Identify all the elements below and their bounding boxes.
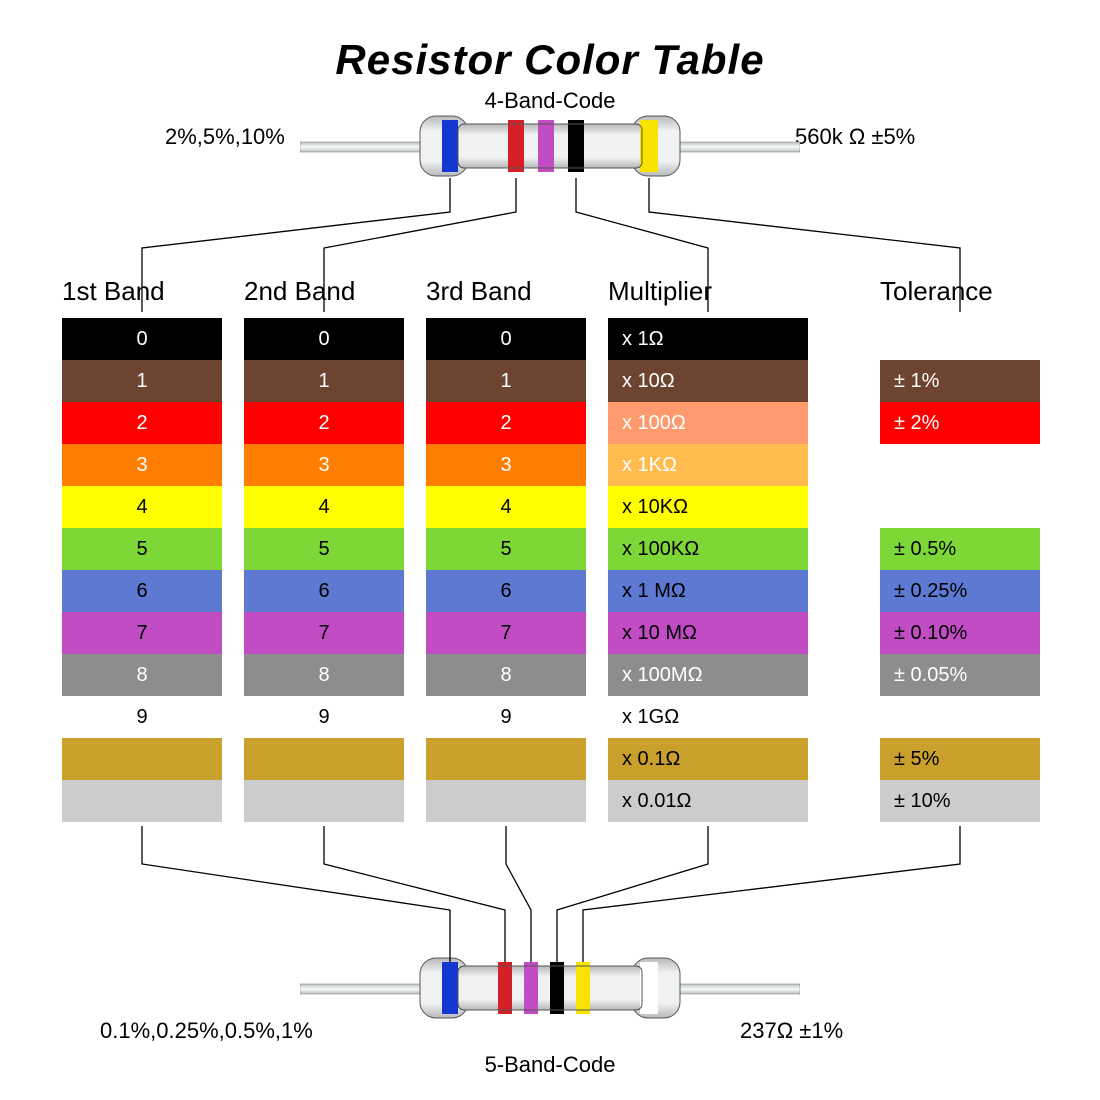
color-cell: x 100Ω [608, 402, 808, 444]
color-cell: x 1 MΩ [608, 570, 808, 612]
color-cell: 1 [62, 360, 222, 402]
color-cell: 8 [244, 654, 404, 696]
bottom-left-tolerances: 0.1%,0.25%,0.5%,1% [100, 1018, 313, 1044]
color-cell: 2 [244, 402, 404, 444]
color-cell: 3 [426, 444, 586, 486]
column-2nd-band: 0123456789 [244, 318, 404, 822]
color-cell: 1 [244, 360, 404, 402]
color-cell: x 0.01Ω [608, 780, 808, 822]
color-cell: 0 [62, 318, 222, 360]
column-3rd-band: 0123456789 [426, 318, 586, 822]
color-cell: ± 5% [880, 738, 1040, 780]
color-cell: 2 [62, 402, 222, 444]
color-cell: 4 [244, 486, 404, 528]
column-1st-band: 0123456789 [62, 318, 222, 822]
resistor-top [300, 114, 800, 184]
color-cell: 5 [244, 528, 404, 570]
color-cell: 3 [62, 444, 222, 486]
color-cell: 8 [62, 654, 222, 696]
color-cell: 2 [426, 402, 586, 444]
color-cell: x 10KΩ [608, 486, 808, 528]
color-cell: 5 [62, 528, 222, 570]
color-cell: 9 [62, 696, 222, 738]
color-cell: x 1GΩ [608, 696, 808, 738]
page-title: Resistor Color Table [0, 36, 1100, 84]
bottom-caption: 5-Band-Code [0, 1052, 1100, 1078]
color-cell [426, 738, 586, 780]
resistor-bottom [300, 956, 800, 1026]
color-cell: 1 [426, 360, 586, 402]
color-cell: 9 [426, 696, 586, 738]
color-cell: 7 [62, 612, 222, 654]
top-caption: 4-Band-Code [0, 88, 1100, 114]
column-multiplier: x 1Ωx 10Ωx 100Ωx 1KΩx 10KΩx 100KΩx 1 MΩx… [608, 318, 808, 822]
color-cell: 0 [244, 318, 404, 360]
color-cell: ± 0.5% [880, 528, 1040, 570]
color-cell: 7 [244, 612, 404, 654]
color-cell: 5 [426, 528, 586, 570]
color-cell [880, 696, 1040, 738]
color-cell: x 100MΩ [608, 654, 808, 696]
color-cell: ± 0.10% [880, 612, 1040, 654]
col-head-4: Multiplier [608, 276, 808, 307]
color-cell [426, 780, 586, 822]
col-head-3: 3rd Band [426, 276, 586, 307]
col-head-5: Tolerance [880, 276, 1040, 307]
color-cell [880, 444, 1040, 486]
color-cell: 4 [426, 486, 586, 528]
color-cell: ± 0.25% [880, 570, 1040, 612]
top-left-tolerances: 2%,5%,10% [165, 124, 285, 150]
color-cell: x 10 MΩ [608, 612, 808, 654]
color-cell: 6 [426, 570, 586, 612]
color-cell [244, 780, 404, 822]
color-cell [62, 780, 222, 822]
col-head-1: 1st Band [62, 276, 222, 307]
color-cell: x 100KΩ [608, 528, 808, 570]
color-cell: ± 0.05% [880, 654, 1040, 696]
color-cell: 6 [244, 570, 404, 612]
color-cell [244, 738, 404, 780]
color-cell: x 10Ω [608, 360, 808, 402]
color-cell: ± 10% [880, 780, 1040, 822]
color-cell: 0 [426, 318, 586, 360]
color-cell: 3 [244, 444, 404, 486]
column-tolerance: ± 1%± 2% ± 0.5%± 0.25%± 0.10%± 0.05% ± 5%±… [880, 318, 1040, 822]
bottom-right-value: 237Ω ±1% [740, 1018, 843, 1044]
color-cell: 4 [62, 486, 222, 528]
color-cell: 9 [244, 696, 404, 738]
color-cell: 6 [62, 570, 222, 612]
top-right-value: 560k Ω ±5% [795, 124, 915, 150]
color-cell: ± 1% [880, 360, 1040, 402]
color-cell: 8 [426, 654, 586, 696]
color-cell: x 1KΩ [608, 444, 808, 486]
color-cell: x 0.1Ω [608, 738, 808, 780]
color-cell: x 1Ω [608, 318, 808, 360]
color-cell [62, 738, 222, 780]
color-cell: 7 [426, 612, 586, 654]
col-head-2: 2nd Band [244, 276, 404, 307]
color-cell: ± 2% [880, 402, 1040, 444]
color-cell [880, 486, 1040, 528]
color-cell [880, 318, 1040, 360]
